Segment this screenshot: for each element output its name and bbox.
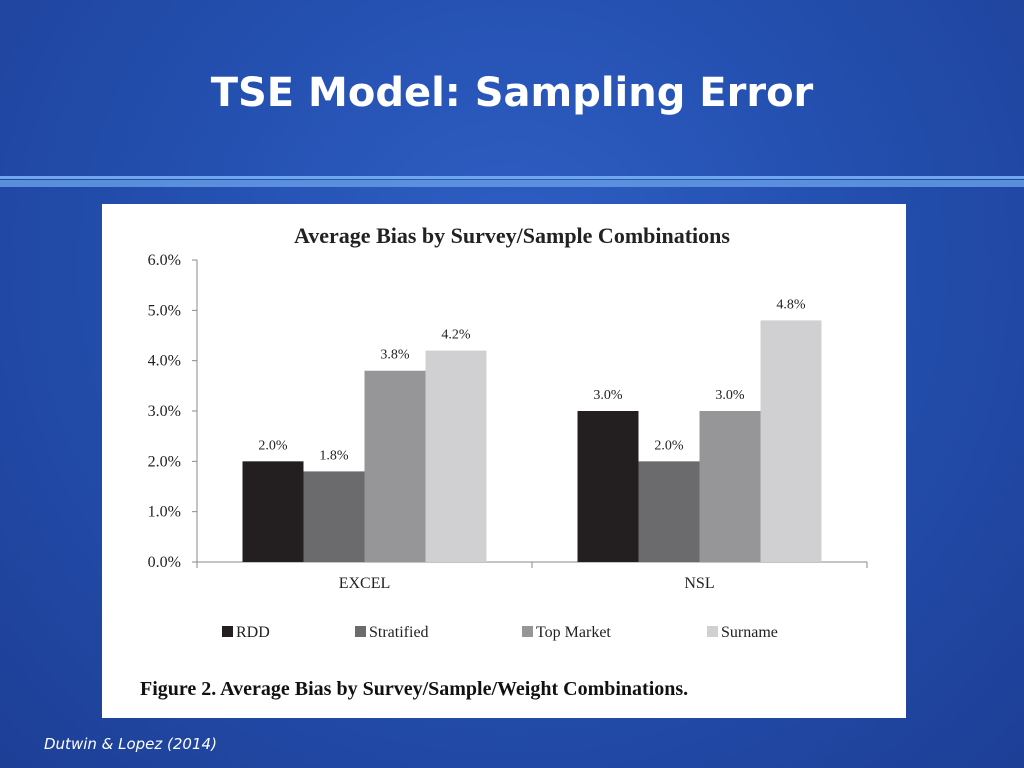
x-category-label: NSL	[684, 575, 714, 592]
y-tick-label: 5.0%	[148, 302, 181, 319]
bar-chart: Average Bias by Survey/Sample Combinatio…	[140, 223, 868, 700]
source-citation: Dutwin & Lopez (2014)	[44, 735, 217, 753]
figure-panel: Average Bias by Survey/Sample Combinatio…	[102, 204, 906, 718]
y-tick-label: 0.0%	[148, 554, 181, 571]
y-tick-label: 4.0%	[148, 353, 181, 370]
bar-top-market-excel	[364, 370, 426, 562]
chart-body: 0.0% 1.0% 2.0% 3.0% 4.0% 5.0% 6.0% EXCEL 2.0% 1.8…	[148, 252, 868, 641]
title-divider	[0, 176, 1024, 179]
legend-label: RDD	[236, 624, 270, 641]
bar-stratified-excel	[303, 471, 365, 562]
data-label: 3.8%	[380, 348, 410, 363]
legend-swatch-surname	[707, 626, 718, 637]
data-label: 2.0%	[654, 438, 684, 453]
bar-surname-nsl	[760, 320, 822, 562]
data-label: 1.8%	[319, 448, 349, 463]
y-tick-label: 2.0%	[148, 453, 181, 470]
bar-stratified-nsl	[638, 461, 700, 562]
legend-swatch-stratified	[355, 626, 366, 637]
title-divider-band	[0, 180, 1024, 187]
data-label: 4.2%	[441, 328, 471, 343]
bar-rdd-excel	[242, 461, 304, 562]
legend-swatch-rdd	[222, 626, 233, 637]
data-label: 3.0%	[593, 388, 623, 403]
y-tick-label: 6.0%	[148, 252, 181, 269]
x-category-label: EXCEL	[339, 575, 391, 592]
slide-title: TSE Model: Sampling Error	[210, 70, 814, 116]
bar-rdd-nsl	[577, 411, 639, 562]
data-label: 4.8%	[776, 297, 806, 312]
data-label: 2.0%	[258, 438, 288, 453]
legend-swatch-top-market	[522, 626, 533, 637]
bar-top-market-nsl	[699, 411, 761, 562]
legend-label: Top Market	[536, 624, 611, 641]
legend-label: Stratified	[369, 624, 429, 641]
data-label: 3.0%	[715, 388, 745, 403]
bar-surname-excel	[425, 350, 487, 562]
y-tick-label: 3.0%	[148, 403, 181, 420]
chart-title: Average Bias by Survey/Sample Combinatio…	[294, 223, 730, 248]
figure-caption: Figure 2. Average Bias by Survey/Sample/…	[140, 678, 688, 700]
y-tick-label: 1.0%	[148, 504, 181, 521]
legend-label: Surname	[721, 624, 778, 641]
